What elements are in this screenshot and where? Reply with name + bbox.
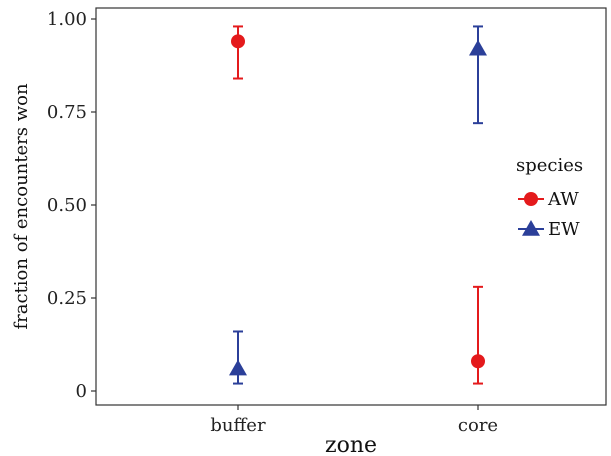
legend-marker-ew — [522, 220, 540, 236]
point-aw-buffer — [231, 25, 245, 80]
y-tick-label: 0.50 — [47, 195, 87, 216]
plot-panel — [95, 7, 607, 406]
x-tick-label: buffer — [210, 415, 266, 436]
legend-label-aw: AW — [547, 189, 579, 210]
marker-aw — [231, 34, 245, 49]
point-aw-core — [471, 285, 485, 385]
legend-title: species — [516, 155, 583, 176]
y-axis-title: fraction of encounters won — [11, 83, 32, 329]
y-tick-label: 0 — [76, 381, 87, 402]
legend-item-ew: EW — [518, 219, 580, 240]
marker-ew — [229, 359, 247, 376]
y-tick-label: 0.25 — [47, 288, 87, 309]
legend: species AW EW — [516, 155, 583, 240]
y-axis: 0 0.25 0.50 0.75 1.00 — [47, 9, 96, 402]
legend-label-ew: EW — [548, 219, 580, 240]
legend-item-aw: AW — [518, 189, 579, 210]
data-marks — [229, 25, 487, 385]
y-tick-label: 0.75 — [47, 102, 87, 123]
plot-border — [95, 7, 607, 406]
y-tick-label: 1.00 — [47, 9, 87, 30]
legend-marker-aw — [524, 192, 538, 206]
point-ew-core — [469, 25, 487, 125]
x-axis-title: zone — [325, 433, 377, 456]
x-axis: buffer core — [210, 405, 498, 436]
marker-aw — [471, 354, 485, 369]
marker-ew — [469, 39, 487, 56]
x-tick-label: core — [458, 415, 498, 436]
point-ew-buffer — [229, 330, 247, 385]
